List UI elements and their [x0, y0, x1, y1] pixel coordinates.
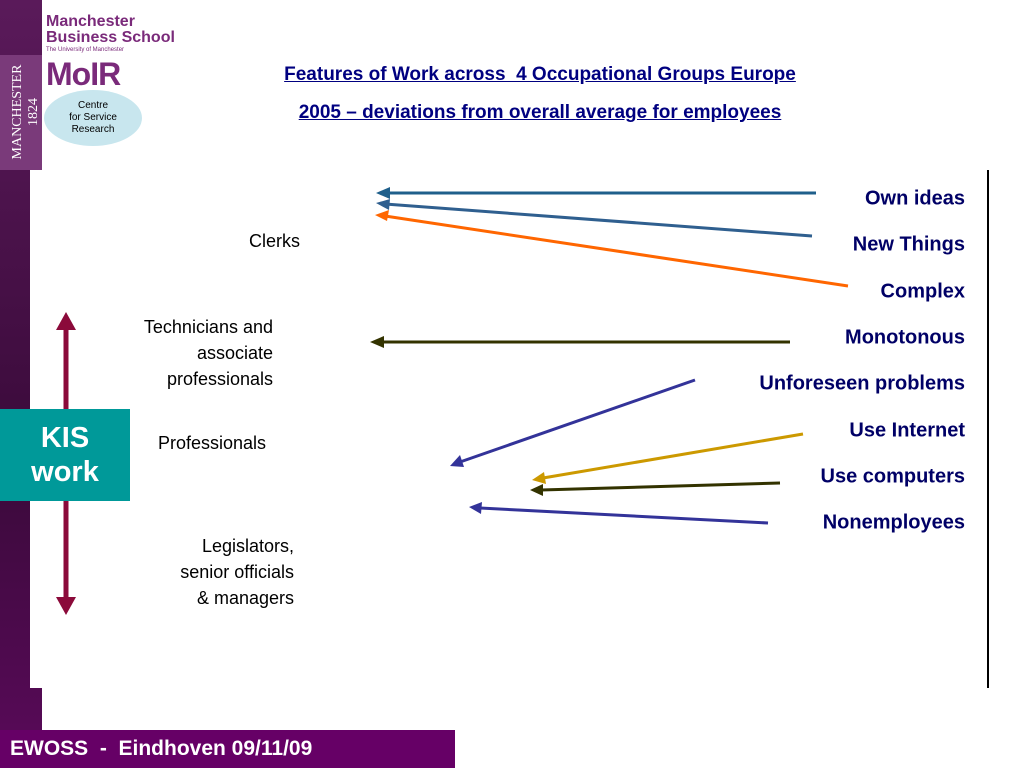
arrow-head — [469, 502, 482, 514]
university: The University of Manchester — [46, 47, 125, 53]
arrow-head — [376, 199, 390, 210]
plot-frame — [30, 170, 988, 688]
arrow-head — [530, 484, 543, 496]
arrow — [542, 432, 804, 480]
centre: Centre for Service Research — [44, 90, 142, 146]
arrow — [459, 378, 696, 464]
arrow-head — [532, 472, 546, 484]
brand-box — [0, 55, 42, 170]
legend-entry: Own ideas — [864, 187, 965, 210]
arrow — [479, 506, 769, 525]
category-label: Technicians and associate professionals — [143, 317, 273, 389]
footer: EWOSS - Eindhoven 09/11/09 — [0, 730, 455, 768]
legend-entry: Unforeseen problems — [759, 372, 965, 395]
arrow-head — [375, 210, 389, 221]
arrow-head — [56, 597, 76, 615]
category-label: Clerks — [248, 231, 300, 251]
legend-entry: Complex — [880, 280, 965, 303]
arrow-head — [370, 336, 384, 348]
legend-entry: New Things — [852, 233, 965, 256]
category-label: Legislators, senior officials & managers — [180, 536, 294, 608]
arrow-head — [376, 187, 390, 199]
arrow-head — [56, 312, 76, 330]
legend-entry: Use computers — [820, 465, 966, 488]
unit: MoIR — [46, 56, 121, 92]
legend-entry: Monotonous — [845, 326, 965, 349]
arrow — [384, 202, 813, 238]
legend-entry: Nonemployees — [822, 511, 965, 534]
arrows — [370, 187, 849, 525]
arrow — [384, 214, 849, 288]
category-label: Professionals — [157, 433, 266, 453]
annotation: KIS work — [0, 409, 130, 501]
chart-title: Features of Work across 4 Occupational G… — [284, 64, 796, 123]
arrow-head — [450, 455, 464, 467]
school: Manchester Business School — [46, 13, 175, 46]
legend-entry: Use Internet — [849, 419, 965, 441]
arrow — [540, 481, 781, 492]
